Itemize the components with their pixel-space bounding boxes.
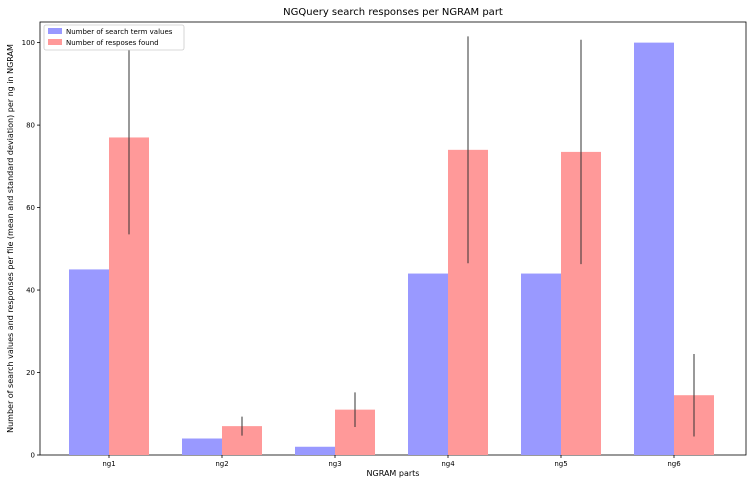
plot-frame (39, 21, 747, 456)
legend-label-search-terms: Number of search term values (66, 28, 173, 36)
x-tick-label-ng1: ng1 (102, 460, 115, 468)
bar-search-terms-ng1 (69, 269, 109, 455)
error-bars-layer (128, 36, 695, 437)
legend-box (43, 24, 185, 51)
y-tick-label-40: 40 (26, 287, 35, 295)
x-tick-label-ng2: ng2 (215, 460, 228, 468)
y-tick-label-60: 60 (26, 204, 35, 212)
bar-search-terms-ng4 (408, 273, 448, 455)
bar-search-terms-ng5 (521, 273, 561, 455)
x-tick-label-ng5: ng5 (554, 460, 567, 468)
legend-label-responses: Number of resposes found (66, 39, 159, 47)
plot-area: ng1 ng2 ng3 ng4 ng5 ng6 0 20 40 60 80 100 (22, 21, 747, 468)
y-tick-label-20: 20 (26, 369, 35, 377)
y-tick-label-0: 0 (31, 452, 35, 460)
legend-swatch-search-terms (48, 28, 62, 34)
bars-layer (69, 42, 714, 456)
bar-search-terms-ng6 (634, 42, 674, 455)
y-axis-ticks: 0 20 40 60 80 100 (22, 39, 40, 460)
y-tick-label-80: 80 (26, 122, 35, 130)
bar-search-terms-ng2 (182, 438, 222, 455)
x-tick-label-ng6: ng6 (667, 460, 681, 468)
x-tick-label-ng4: ng4 (441, 460, 455, 468)
bar-search-terms-ng3 (295, 446, 335, 455)
legend-swatch-responses (48, 39, 62, 45)
y-tick-label-100: 100 (22, 39, 35, 47)
x-tick-label-ng3: ng3 (328, 460, 341, 468)
x-axis-label: NGRAM parts (367, 469, 420, 478)
legend: Number of search term values Number of r… (43, 24, 185, 51)
x-axis-ticks: ng1 ng2 ng3 ng4 ng5 ng6 (102, 455, 681, 468)
y-axis-label: Number of search values and responses pe… (6, 44, 15, 433)
chart-title: NGQuery search responses per NGRAM part (283, 7, 503, 18)
